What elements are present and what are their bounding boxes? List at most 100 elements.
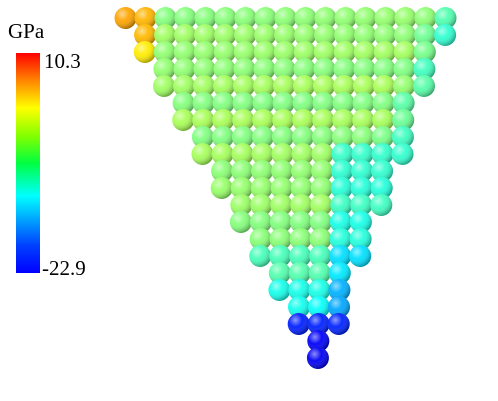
- atom-shading: [353, 58, 376, 80]
- atom-shading: [269, 228, 292, 250]
- atom-shading: [373, 41, 396, 63]
- atom-shading: [313, 75, 335, 97]
- atom-shading: [413, 58, 436, 80]
- atom-shading: [288, 262, 311, 284]
- atom-shading: [308, 296, 330, 318]
- atom-shading: [434, 24, 457, 46]
- atom-shading: [352, 92, 375, 114]
- atom-shading: [293, 75, 315, 97]
- atom-shading: [312, 109, 335, 131]
- atom-shading: [372, 92, 395, 114]
- atom-shading: [269, 211, 292, 233]
- atom-shading: [174, 24, 197, 46]
- atom-shading: [307, 313, 330, 335]
- atom-shading: [270, 177, 293, 199]
- atom-shading: [308, 262, 331, 284]
- atom-shading: [391, 126, 414, 148]
- atom-shading: [294, 24, 317, 46]
- atom-shading: [229, 211, 252, 233]
- atom-shading: [174, 7, 197, 29]
- atom-shading: [351, 160, 374, 182]
- atom-shading: [234, 24, 257, 46]
- atom-shading: [351, 126, 374, 148]
- atom-shading: [314, 7, 337, 29]
- atom-shading: [211, 126, 234, 148]
- atom-shading: [249, 211, 272, 233]
- atom-shading: [153, 41, 176, 63]
- atom-shading: [192, 109, 215, 131]
- atom-shading: [233, 58, 256, 80]
- atom-shading: [328, 296, 350, 318]
- atom-shading: [214, 7, 237, 29]
- atom-shading: [309, 211, 332, 233]
- atom-shading: [233, 41, 256, 63]
- atom-shading: [333, 75, 355, 97]
- atom-shading: [314, 24, 337, 46]
- atom-shading: [290, 194, 313, 216]
- atom-shading: [371, 160, 394, 182]
- atom-shading: [173, 58, 196, 80]
- atom-shading: [289, 228, 312, 250]
- atom-shading: [353, 75, 375, 97]
- atom-shading: [374, 24, 397, 46]
- atom-shading: [233, 75, 255, 97]
- atom-shading: [351, 143, 374, 165]
- atom-shading: [232, 109, 255, 131]
- atom-shading: [230, 194, 253, 216]
- atom-shading: [392, 109, 415, 131]
- atom-shading: [391, 143, 414, 165]
- atom-shading: [231, 160, 254, 182]
- atom-shading: [392, 92, 415, 114]
- atom-shading: [251, 126, 274, 148]
- atom-shading: [153, 58, 176, 80]
- atom-shading: [232, 92, 255, 114]
- atom-shading: [306, 347, 329, 369]
- atom-shading: [271, 160, 294, 182]
- atom-shading: [373, 58, 396, 80]
- atom-shading: [290, 177, 313, 199]
- atom-shading: [393, 58, 416, 80]
- atom-shading: [309, 228, 332, 250]
- atom-shading: [289, 211, 312, 233]
- atom-shading: [193, 41, 216, 63]
- atom-shading: [253, 58, 276, 80]
- atom-shading: [211, 160, 234, 182]
- atom-shading: [253, 41, 276, 63]
- atom-shading: [328, 279, 351, 301]
- atom-shading: [328, 262, 351, 284]
- atom-shading: [191, 126, 214, 148]
- atom-shading: [330, 177, 353, 199]
- atom-shading: [270, 194, 293, 216]
- atom-shading: [272, 109, 295, 131]
- atom-shading: [231, 143, 254, 165]
- atom-shading: [213, 75, 235, 97]
- atom-shading: [212, 92, 235, 114]
- atom-shading: [312, 92, 335, 114]
- atom-shading: [133, 41, 156, 63]
- atom-shading: [370, 194, 393, 216]
- atom-shading: [414, 24, 437, 46]
- atom-shading: [329, 228, 352, 250]
- atom-shading: [234, 7, 257, 29]
- atom-shading: [332, 92, 355, 114]
- atom-shading: [193, 58, 216, 80]
- atom-shading: [291, 143, 314, 165]
- atom-shading: [271, 126, 294, 148]
- atom-shading: [172, 109, 195, 131]
- atom-shading: [329, 211, 352, 233]
- atom-shading: [153, 75, 175, 97]
- atom-shading: [353, 41, 376, 63]
- atom-shading: [268, 279, 291, 301]
- atom-shading: [349, 245, 372, 267]
- atom-shading: [273, 58, 296, 80]
- atom-shading: [274, 24, 297, 46]
- atom-shading: [289, 245, 312, 267]
- atom-shading: [252, 109, 275, 131]
- atom-shading: [272, 92, 295, 114]
- atom-cluster: [114, 7, 457, 369]
- atom-shading: [334, 7, 357, 29]
- atom-shading: [173, 75, 195, 97]
- atom-shading: [292, 92, 315, 114]
- colorbar-unit: GPa: [8, 19, 45, 43]
